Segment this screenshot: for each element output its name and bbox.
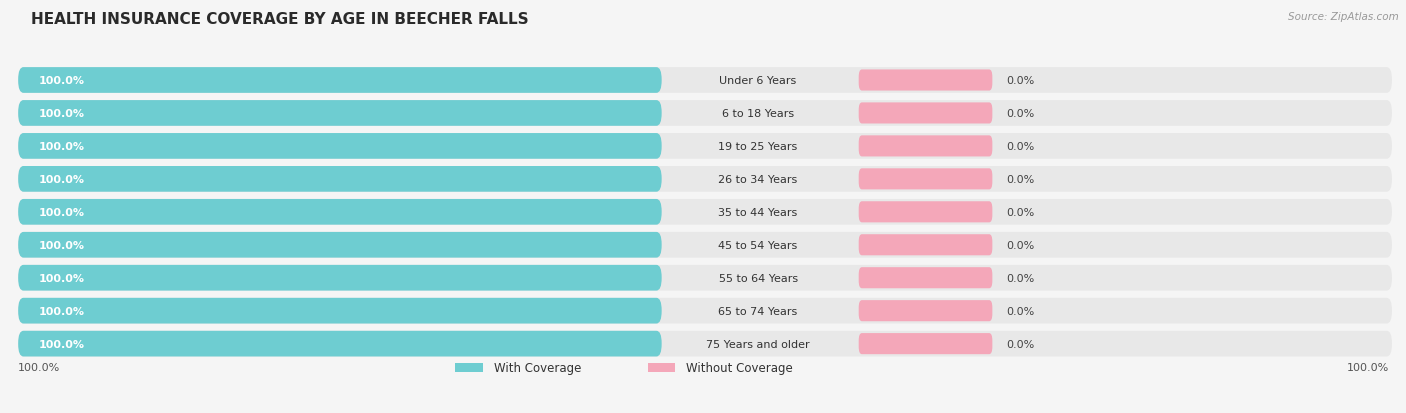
FancyBboxPatch shape (18, 166, 1392, 192)
FancyBboxPatch shape (18, 233, 1392, 258)
FancyBboxPatch shape (18, 101, 662, 126)
FancyBboxPatch shape (18, 331, 662, 356)
Text: 75 Years and older: 75 Years and older (706, 339, 810, 349)
FancyBboxPatch shape (859, 202, 993, 223)
FancyBboxPatch shape (859, 103, 993, 124)
Text: 0.0%: 0.0% (1007, 207, 1035, 217)
FancyBboxPatch shape (18, 199, 662, 225)
Text: 0.0%: 0.0% (1007, 273, 1035, 283)
Text: 100.0%: 100.0% (1347, 363, 1389, 373)
FancyBboxPatch shape (18, 134, 662, 159)
Text: 100.0%: 100.0% (39, 76, 84, 86)
Text: 19 to 25 Years: 19 to 25 Years (718, 142, 797, 152)
Text: HEALTH INSURANCE COVERAGE BY AGE IN BEECHER FALLS: HEALTH INSURANCE COVERAGE BY AGE IN BEEC… (31, 12, 529, 27)
FancyBboxPatch shape (859, 169, 993, 190)
Text: 0.0%: 0.0% (1007, 174, 1035, 185)
FancyBboxPatch shape (859, 268, 993, 289)
FancyBboxPatch shape (18, 265, 662, 291)
FancyBboxPatch shape (18, 331, 1392, 356)
Text: 100.0%: 100.0% (39, 240, 84, 250)
FancyBboxPatch shape (18, 134, 1392, 159)
FancyBboxPatch shape (859, 70, 993, 91)
FancyBboxPatch shape (648, 363, 675, 372)
Text: 6 to 18 Years: 6 to 18 Years (723, 109, 794, 119)
FancyBboxPatch shape (859, 300, 993, 321)
FancyBboxPatch shape (18, 199, 1392, 225)
Text: 0.0%: 0.0% (1007, 339, 1035, 349)
Text: Under 6 Years: Under 6 Years (720, 76, 797, 86)
Text: 45 to 54 Years: 45 to 54 Years (718, 240, 797, 250)
Text: 0.0%: 0.0% (1007, 109, 1035, 119)
FancyBboxPatch shape (18, 68, 662, 94)
Text: 100.0%: 100.0% (39, 109, 84, 119)
Text: Source: ZipAtlas.com: Source: ZipAtlas.com (1288, 12, 1399, 22)
Text: 65 to 74 Years: 65 to 74 Years (718, 306, 797, 316)
FancyBboxPatch shape (859, 333, 993, 354)
FancyBboxPatch shape (18, 166, 662, 192)
Text: 100.0%: 100.0% (39, 207, 84, 217)
Text: 100.0%: 100.0% (39, 142, 84, 152)
FancyBboxPatch shape (859, 235, 993, 256)
Text: Without Coverage: Without Coverage (686, 361, 793, 374)
Text: 0.0%: 0.0% (1007, 142, 1035, 152)
FancyBboxPatch shape (18, 298, 1392, 324)
FancyBboxPatch shape (18, 298, 662, 324)
FancyBboxPatch shape (18, 265, 1392, 291)
Text: 100.0%: 100.0% (39, 339, 84, 349)
Text: 0.0%: 0.0% (1007, 240, 1035, 250)
Text: 0.0%: 0.0% (1007, 306, 1035, 316)
Text: 26 to 34 Years: 26 to 34 Years (718, 174, 797, 185)
Text: With Coverage: With Coverage (494, 361, 581, 374)
Text: 0.0%: 0.0% (1007, 76, 1035, 86)
Text: 55 to 64 Years: 55 to 64 Years (718, 273, 797, 283)
Text: 100.0%: 100.0% (39, 273, 84, 283)
FancyBboxPatch shape (18, 101, 1392, 126)
FancyBboxPatch shape (859, 136, 993, 157)
Text: 100.0%: 100.0% (39, 306, 84, 316)
Text: 100.0%: 100.0% (18, 363, 60, 373)
FancyBboxPatch shape (456, 363, 482, 372)
FancyBboxPatch shape (18, 233, 662, 258)
Text: 35 to 44 Years: 35 to 44 Years (718, 207, 797, 217)
FancyBboxPatch shape (18, 68, 1392, 94)
Text: 100.0%: 100.0% (39, 174, 84, 185)
